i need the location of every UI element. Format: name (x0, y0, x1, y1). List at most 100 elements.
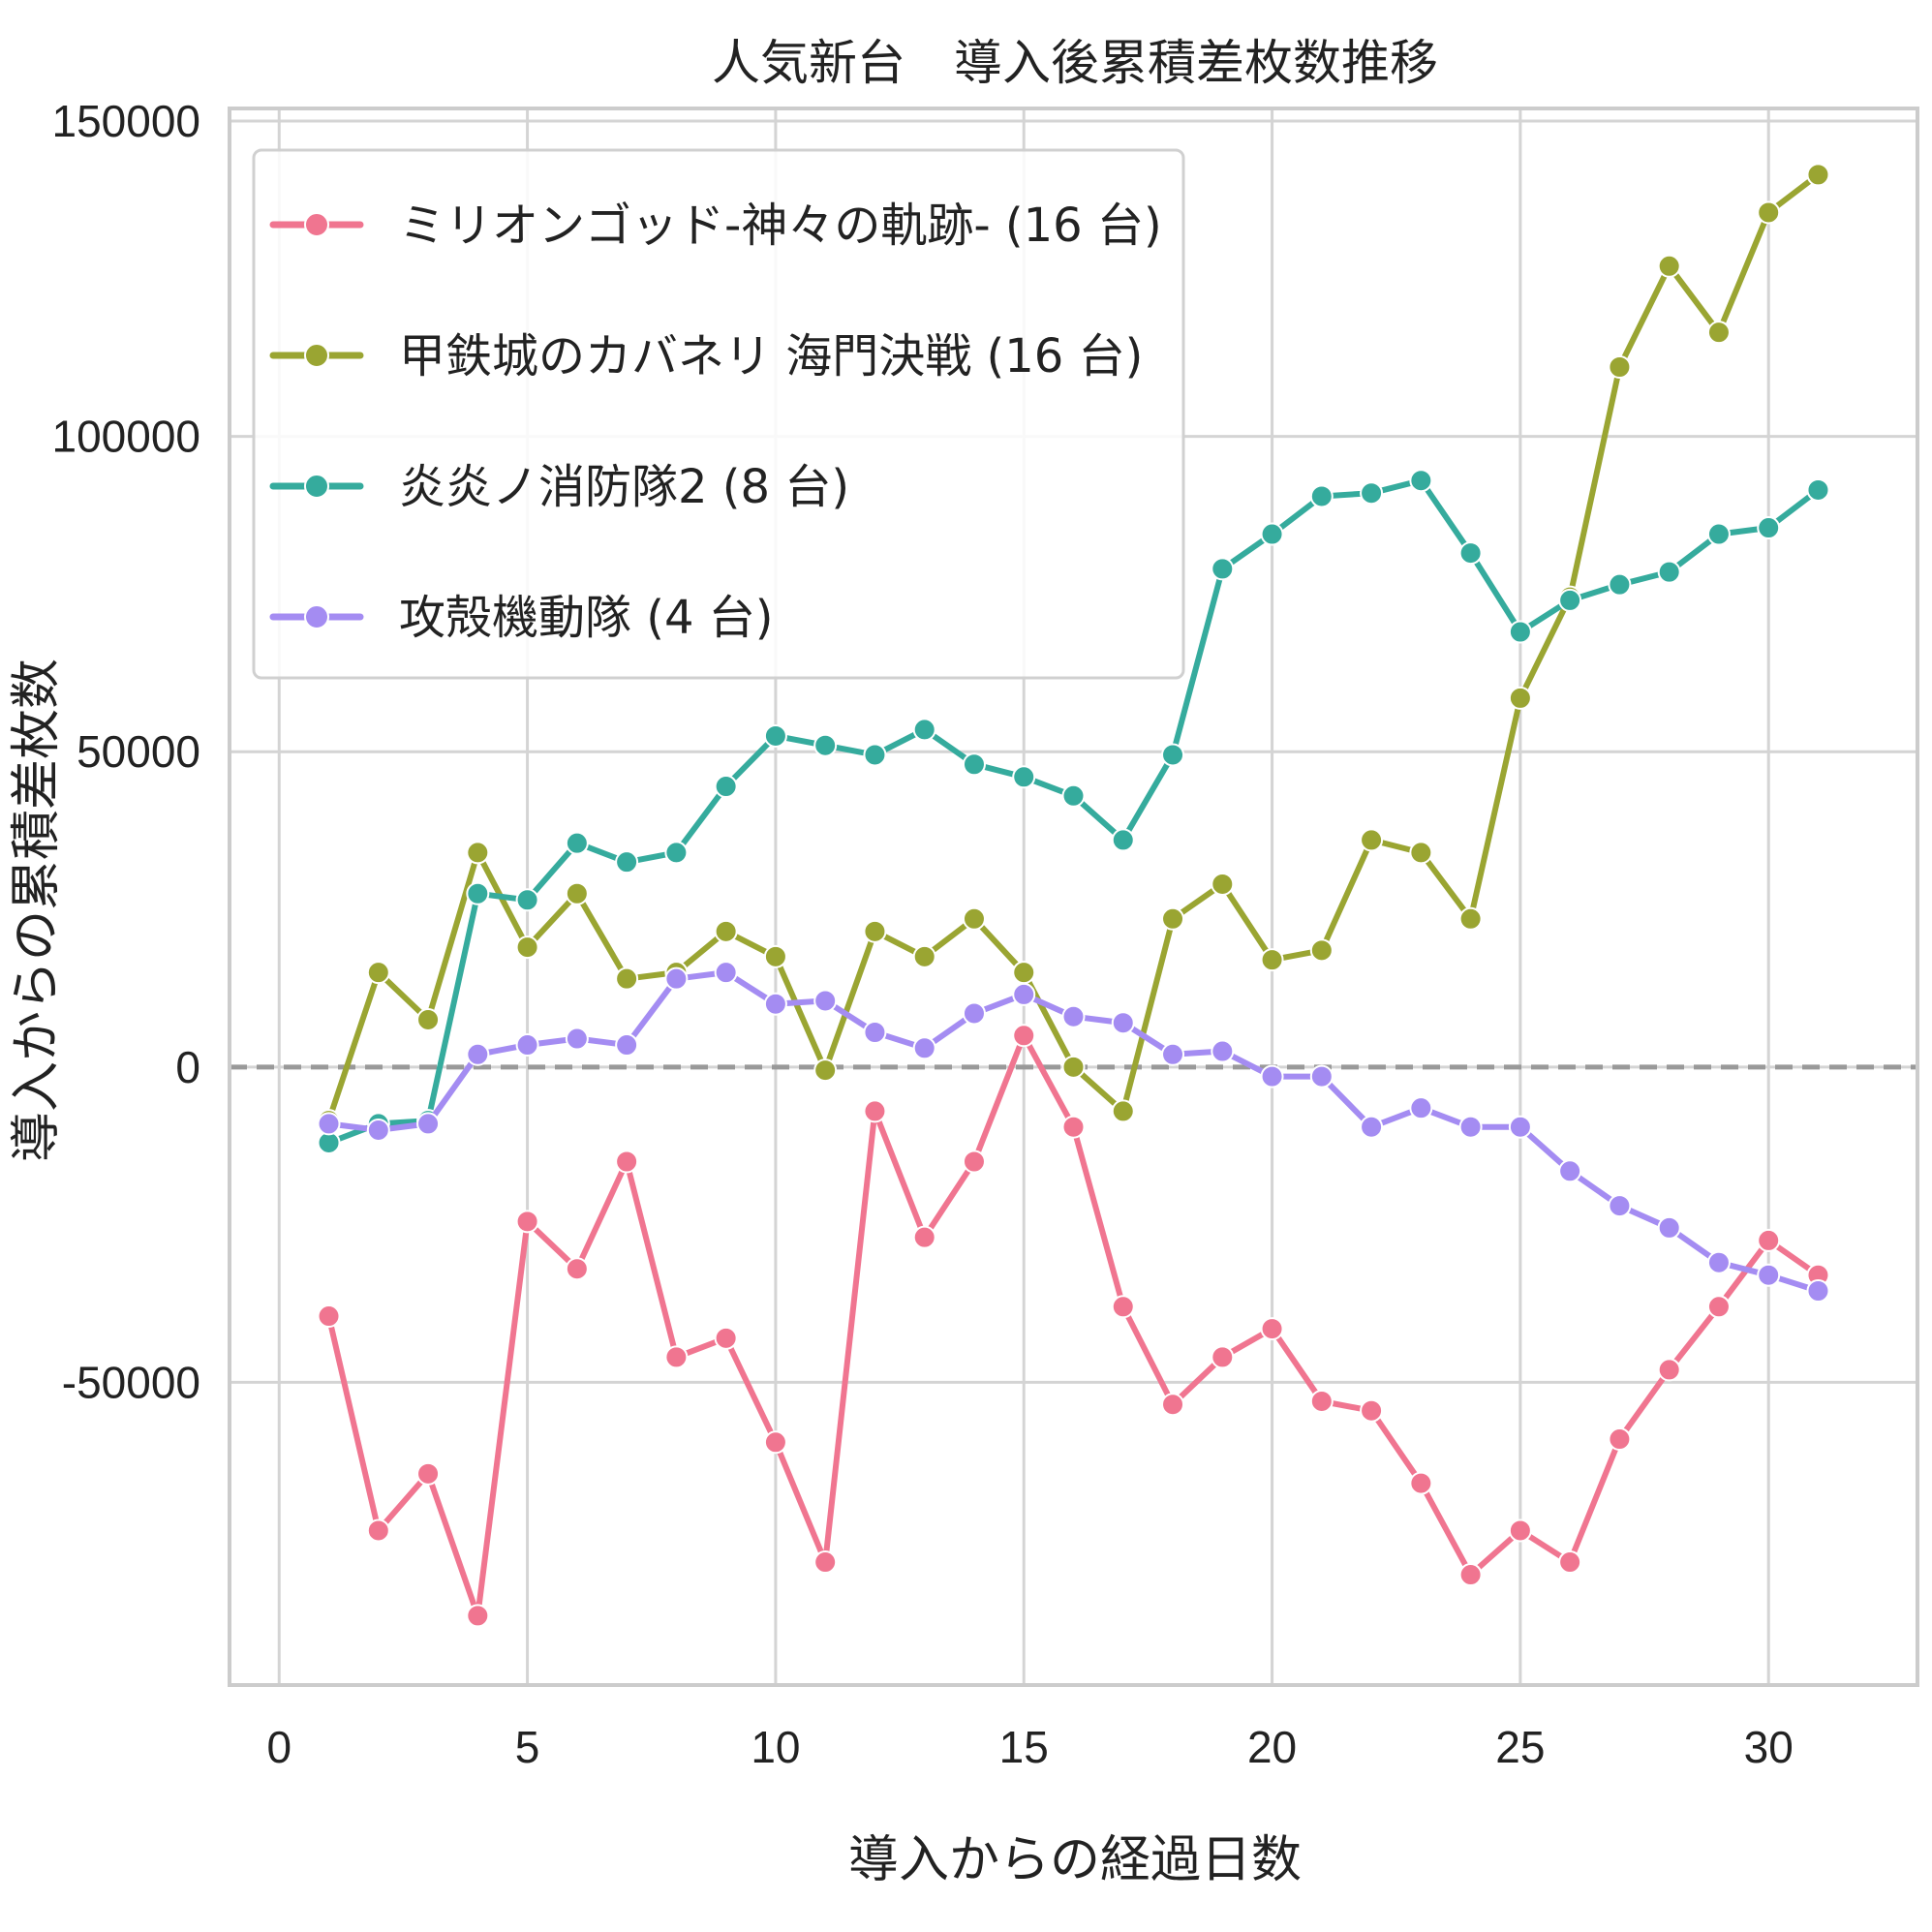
y-tick-label: 0 (175, 1042, 200, 1092)
data-point (1706, 522, 1731, 546)
legend-swatch-marker (304, 604, 329, 629)
data-point (1161, 906, 1185, 931)
data-point (1608, 1194, 1632, 1218)
data-point (515, 1210, 539, 1234)
data-point (813, 1058, 838, 1083)
legend-item: 炎炎ノ消防隊2 (8 台) (269, 460, 849, 514)
data-point (1012, 961, 1036, 985)
data-point (912, 944, 936, 968)
data-point (1211, 1039, 1235, 1063)
data-point (912, 1225, 936, 1249)
series (317, 469, 1830, 1154)
data-point (1706, 1250, 1731, 1274)
data-point (664, 841, 689, 865)
data-point (1608, 1427, 1632, 1452)
data-point (1061, 783, 1086, 808)
legend-label: ミリオンゴッド-神々の軌跡- (16 台) (399, 199, 1162, 253)
data-point (1757, 516, 1781, 540)
data-point (1211, 1345, 1235, 1369)
data-point (515, 888, 539, 912)
data-point (1409, 1096, 1433, 1120)
chart-title: 人気新台 導入後累積差枚数推移 (712, 35, 1438, 91)
data-point (1211, 872, 1235, 896)
data-point (466, 1604, 490, 1628)
data-point (1558, 1550, 1582, 1575)
x-tick-label: 15 (999, 1722, 1049, 1772)
data-point (1608, 354, 1632, 379)
data-point (1508, 1115, 1532, 1139)
data-point (1111, 1099, 1135, 1123)
data-point (763, 992, 787, 1016)
data-point (962, 1150, 986, 1174)
data-point (1012, 765, 1036, 789)
x-tick-label: 5 (515, 1722, 540, 1772)
data-point (1757, 200, 1781, 225)
data-point (1706, 1295, 1731, 1319)
y-axis-label: 導入からの累積差枚数 (8, 659, 66, 1162)
data-point (565, 1257, 589, 1281)
plot-frame (228, 107, 1919, 1687)
data-point (466, 841, 490, 865)
data-point (1458, 1115, 1483, 1139)
data-point (1260, 948, 1284, 972)
data-point (1012, 1024, 1036, 1048)
legend: ミリオンゴッド-神々の軌跡- (16 台) 甲鉄城のカバネリ 海門決戦 (16 台… (252, 148, 1185, 680)
x-tick-label: 25 (1495, 1722, 1545, 1772)
data-point (1012, 982, 1036, 1006)
data-point (1508, 686, 1532, 710)
data-point (615, 1150, 639, 1174)
y-tick-label: 150000 (52, 96, 201, 146)
data-point (1806, 477, 1830, 502)
data-point (714, 961, 738, 985)
data-point (863, 1099, 887, 1123)
data-point (863, 1021, 887, 1045)
data-point (962, 752, 986, 777)
data-point (466, 881, 490, 905)
data-point (1260, 1317, 1284, 1341)
data-point (962, 1001, 986, 1026)
legend-swatch-marker (304, 343, 329, 368)
legend-item: ミリオンゴッド-神々の軌跡- (16 台) (269, 199, 1162, 253)
data-point (1508, 620, 1532, 644)
data-point (1706, 321, 1731, 345)
data-point (1260, 522, 1284, 546)
data-point (1111, 1295, 1135, 1319)
data-point (1558, 588, 1582, 612)
legend-item: 攻殻機動隊 (4 台) (269, 591, 774, 645)
x-tick-labels: 0 5 10 15 20 25 30 (266, 1722, 1793, 1772)
data-point (962, 906, 986, 931)
data-point (1360, 828, 1384, 852)
data-point (565, 1027, 589, 1051)
data-point (763, 723, 787, 748)
data-point (1757, 1263, 1781, 1287)
data-point (1161, 743, 1185, 767)
data-point (366, 1518, 390, 1543)
data-point (1309, 1389, 1334, 1413)
data-point (1657, 1215, 1681, 1240)
data-point (863, 743, 887, 767)
data-point (565, 881, 589, 905)
data-point (664, 966, 689, 991)
data-point (1657, 560, 1681, 584)
data-point (615, 966, 639, 991)
series (317, 1024, 1830, 1628)
y-tick-label: 100000 (52, 412, 201, 462)
data-point (1360, 481, 1384, 506)
data-point (1360, 1398, 1384, 1423)
data-point (714, 919, 738, 943)
data-point (1061, 1115, 1086, 1139)
data-point (1360, 1115, 1384, 1139)
data-point (912, 718, 936, 742)
data-point (416, 1112, 441, 1136)
data-point (1309, 484, 1334, 508)
y-tick-label: 50000 (77, 726, 200, 777)
data-point (1806, 1279, 1830, 1303)
data-point (1161, 1042, 1185, 1066)
data-point (565, 831, 589, 855)
x-tick-label: 30 (1744, 1722, 1794, 1772)
data-point (1458, 906, 1483, 931)
data-point (1161, 1393, 1185, 1417)
data-point (912, 1036, 936, 1060)
x-tick-label: 20 (1247, 1722, 1297, 1772)
data-point (1657, 1358, 1681, 1382)
